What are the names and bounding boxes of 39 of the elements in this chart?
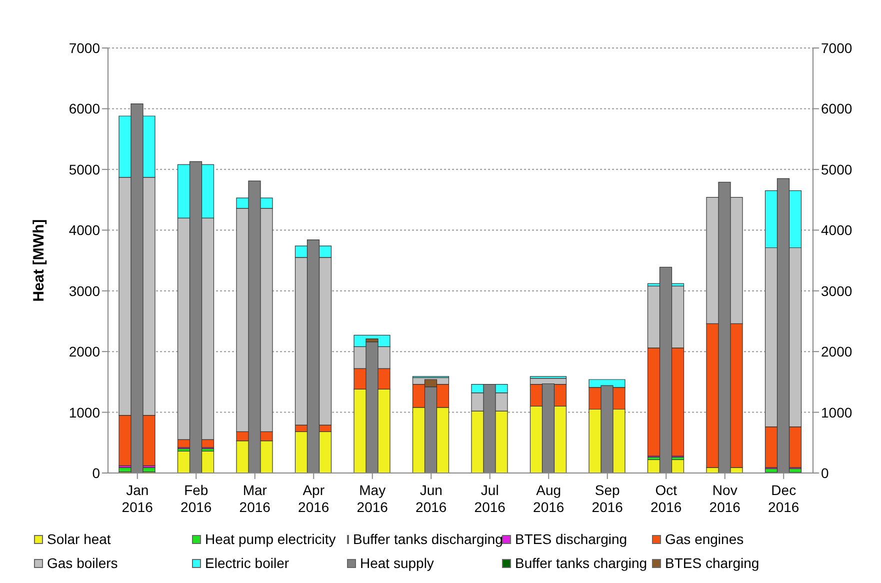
x-tick-label: May 2016 (356, 482, 388, 515)
y2-tick-label: 6000 (821, 100, 852, 117)
y2-tick-label: 1000 (821, 404, 852, 420)
legend-label: Gas boilers (47, 555, 118, 571)
legend-label: Buffer tanks charging (515, 555, 648, 571)
legend-label: Heat supply (360, 555, 434, 571)
legend-label: BTES discharging (515, 531, 628, 547)
legend-label: Electric boiler (205, 555, 290, 571)
y-tick-label: 0 (92, 464, 100, 481)
y-tick-label: 4000 (68, 222, 100, 238)
y-axis-title: Heat [MWh] (30, 219, 48, 302)
legend-label: Buffer tanks discharging (353, 531, 503, 547)
y-tick-label: 3000 (68, 282, 100, 299)
x-tick-label: Dec 2016 (768, 482, 800, 515)
y2-tick-label: 2000 (821, 344, 852, 360)
x-tick-label: Sep 2016 (592, 482, 624, 515)
y-tick-label: 1000 (68, 404, 100, 420)
legend-label: Heat pump electricity (205, 531, 336, 547)
y2-tick-label: 4000 (821, 222, 852, 238)
legend-label: Solar heat (47, 531, 111, 547)
x-tick-label: Oct 2016 (650, 482, 682, 515)
y2-tick-label: 5000 (821, 161, 852, 178)
x-tick-label: Feb 2016 (180, 482, 212, 515)
y-tick-label: 7000 (68, 40, 100, 56)
x-tick-label: Jan 2016 (122, 482, 154, 515)
x-tick-label: Jun 2016 (416, 482, 447, 515)
legend-label: BTES charging (665, 555, 760, 571)
y-tick-label: 5000 (68, 161, 100, 178)
legend-label: Gas engines (665, 531, 744, 547)
y-tick-label: 2000 (68, 344, 100, 360)
x-tick-label: Apr 2016 (298, 482, 330, 515)
x-tick-label: Aug 2016 (533, 482, 564, 515)
x-tick-label: Mar 2016 (239, 482, 271, 515)
y-tick-label: 6000 (68, 100, 100, 117)
x-tick-label: Nov 2016 (709, 482, 741, 515)
x-tick-label: Jul 2016 (474, 482, 506, 515)
y2-tick-label: 0 (821, 464, 829, 481)
y2-tick-label: 7000 (821, 40, 852, 56)
y2-tick-label: 3000 (821, 282, 852, 299)
